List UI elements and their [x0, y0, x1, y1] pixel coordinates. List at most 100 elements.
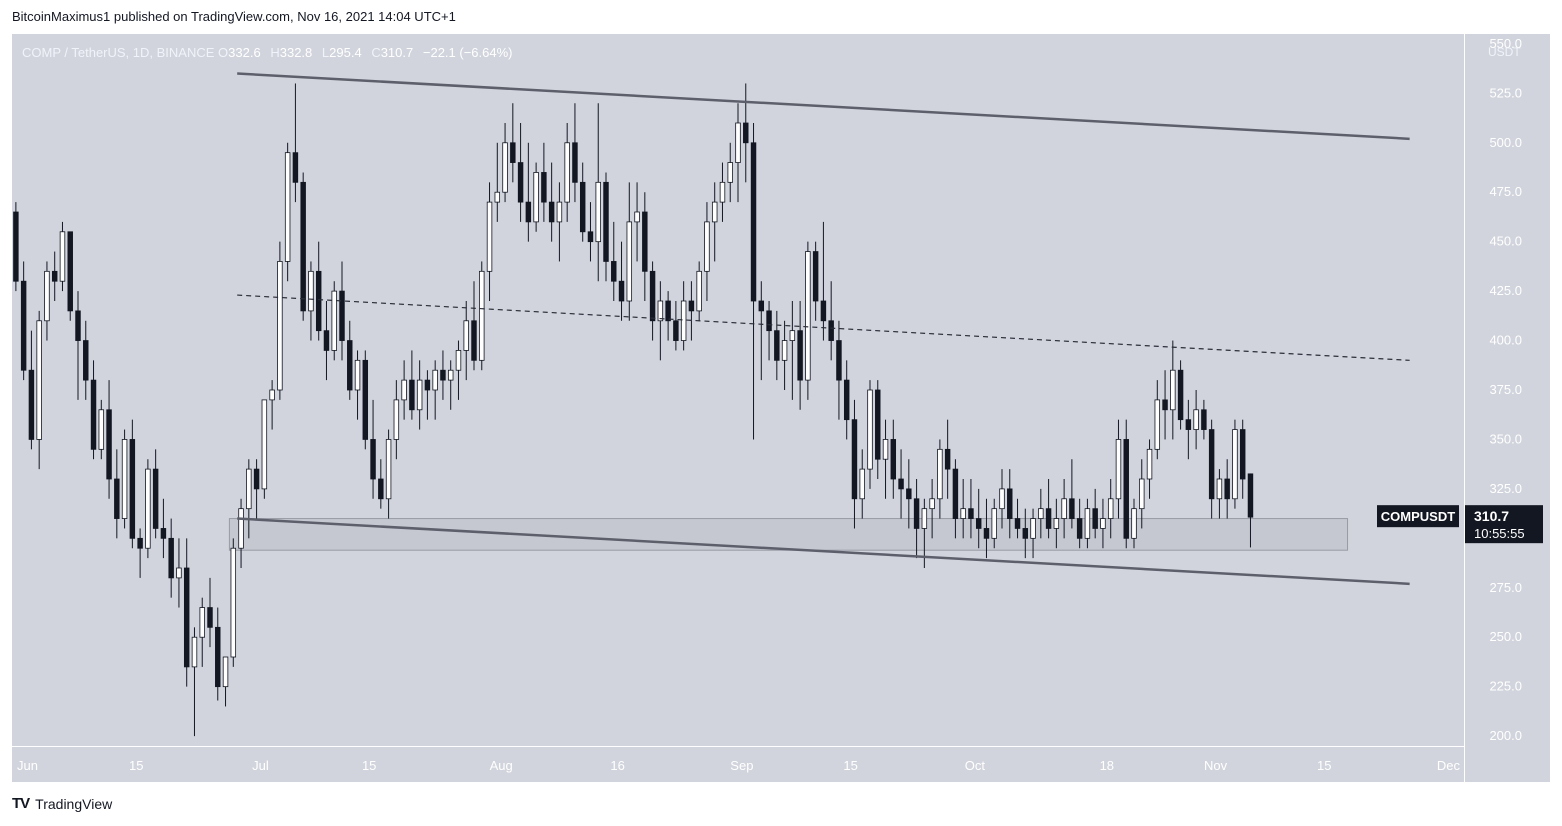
- candle[interactable]: [176, 538, 182, 608]
- candle[interactable]: [828, 281, 834, 361]
- candle[interactable]: [1154, 380, 1161, 460]
- candle[interactable]: [1123, 419, 1129, 549]
- candle[interactable]: [657, 281, 664, 361]
- candle[interactable]: [416, 360, 423, 430]
- candle[interactable]: [207, 577, 213, 648]
- candle[interactable]: [199, 597, 205, 667]
- candle[interactable]: [579, 162, 586, 242]
- candle[interactable]: [1022, 508, 1029, 559]
- candle[interactable]: [455, 340, 462, 400]
- candle[interactable]: [944, 419, 951, 499]
- candle[interactable]: [393, 380, 400, 460]
- candle[interactable]: [1014, 498, 1021, 539]
- candle[interactable]: [1216, 469, 1223, 519]
- candle[interactable]: [960, 479, 966, 539]
- candle[interactable]: [106, 380, 112, 499]
- candle[interactable]: [743, 83, 749, 183]
- candle[interactable]: [20, 261, 27, 381]
- candle[interactable]: [525, 142, 532, 242]
- candle[interactable]: [882, 419, 889, 499]
- candle[interactable]: [1076, 498, 1083, 549]
- candle[interactable]: [533, 162, 539, 232]
- candle[interactable]: [1185, 399, 1192, 460]
- candle[interactable]: [789, 301, 796, 400]
- candle[interactable]: [1170, 340, 1176, 440]
- candle[interactable]: [183, 538, 190, 687]
- candle[interactable]: [284, 142, 291, 282]
- candle[interactable]: [378, 459, 384, 509]
- candle[interactable]: [975, 488, 982, 549]
- candle[interactable]: [1030, 508, 1036, 559]
- candle[interactable]: [999, 469, 1005, 529]
- candle[interactable]: [1061, 479, 1067, 539]
- candle[interactable]: [479, 261, 485, 371]
- candle[interactable]: [152, 449, 159, 539]
- candle[interactable]: [315, 241, 322, 341]
- candle[interactable]: [494, 142, 501, 222]
- candle[interactable]: [564, 123, 570, 222]
- candle[interactable]: [261, 399, 268, 499]
- candle[interactable]: [502, 123, 508, 203]
- candle[interactable]: [843, 360, 850, 440]
- candle[interactable]: [83, 320, 89, 400]
- candle[interactable]: [347, 320, 353, 400]
- candle[interactable]: [556, 182, 563, 262]
- candle[interactable]: [75, 291, 81, 400]
- candle[interactable]: [1084, 498, 1091, 549]
- candle[interactable]: [90, 360, 97, 460]
- candle[interactable]: [774, 310, 780, 381]
- candle[interactable]: [952, 459, 959, 539]
- candle[interactable]: [1146, 439, 1153, 499]
- candle[interactable]: [145, 459, 151, 559]
- candle[interactable]: [603, 172, 609, 282]
- candle[interactable]: [215, 607, 221, 701]
- candle[interactable]: [269, 380, 275, 430]
- candle[interactable]: [246, 459, 252, 539]
- candle[interactable]: [114, 449, 120, 539]
- candle[interactable]: [805, 241, 811, 400]
- candle[interactable]: [277, 241, 283, 400]
- candle[interactable]: [370, 399, 376, 499]
- candle[interactable]: [704, 202, 710, 301]
- candle[interactable]: [323, 301, 330, 381]
- candle[interactable]: [875, 380, 881, 479]
- candle[interactable]: [253, 459, 260, 519]
- candle[interactable]: [440, 350, 446, 400]
- candle[interactable]: [331, 281, 337, 361]
- candle[interactable]: [230, 538, 237, 667]
- candle[interactable]: [1193, 390, 1199, 450]
- candle[interactable]: [867, 380, 873, 489]
- candle[interactable]: [898, 449, 904, 519]
- candle[interactable]: [238, 498, 244, 568]
- candle[interactable]: [618, 241, 625, 321]
- candle[interactable]: [59, 221, 66, 292]
- candle[interactable]: [642, 192, 648, 301]
- candle[interactable]: [680, 281, 687, 351]
- candle[interactable]: [1069, 459, 1075, 529]
- candle[interactable]: [137, 528, 143, 578]
- candle[interactable]: [510, 103, 516, 183]
- candle[interactable]: [191, 627, 198, 737]
- candle[interactable]: [1162, 370, 1168, 440]
- candle[interactable]: [160, 498, 167, 559]
- candle[interactable]: [13, 202, 19, 292]
- candle[interactable]: [308, 261, 314, 341]
- candle[interactable]: [541, 142, 547, 222]
- candle[interactable]: [447, 360, 454, 410]
- candle[interactable]: [1224, 459, 1230, 519]
- candle[interactable]: [906, 459, 912, 529]
- candle[interactable]: [719, 162, 726, 222]
- candle[interactable]: [300, 172, 306, 321]
- candle[interactable]: [820, 221, 827, 341]
- candle[interactable]: [1092, 488, 1098, 539]
- candle[interactable]: [1100, 498, 1106, 549]
- candle[interactable]: [665, 291, 671, 341]
- candle[interactable]: [649, 261, 656, 341]
- candle[interactable]: [983, 498, 990, 559]
- candle[interactable]: [797, 301, 803, 410]
- candle[interactable]: [1247, 473, 1254, 548]
- candle[interactable]: [727, 142, 733, 203]
- candle[interactable]: [611, 221, 617, 301]
- candle[interactable]: [1139, 459, 1145, 529]
- candle[interactable]: [1038, 488, 1044, 539]
